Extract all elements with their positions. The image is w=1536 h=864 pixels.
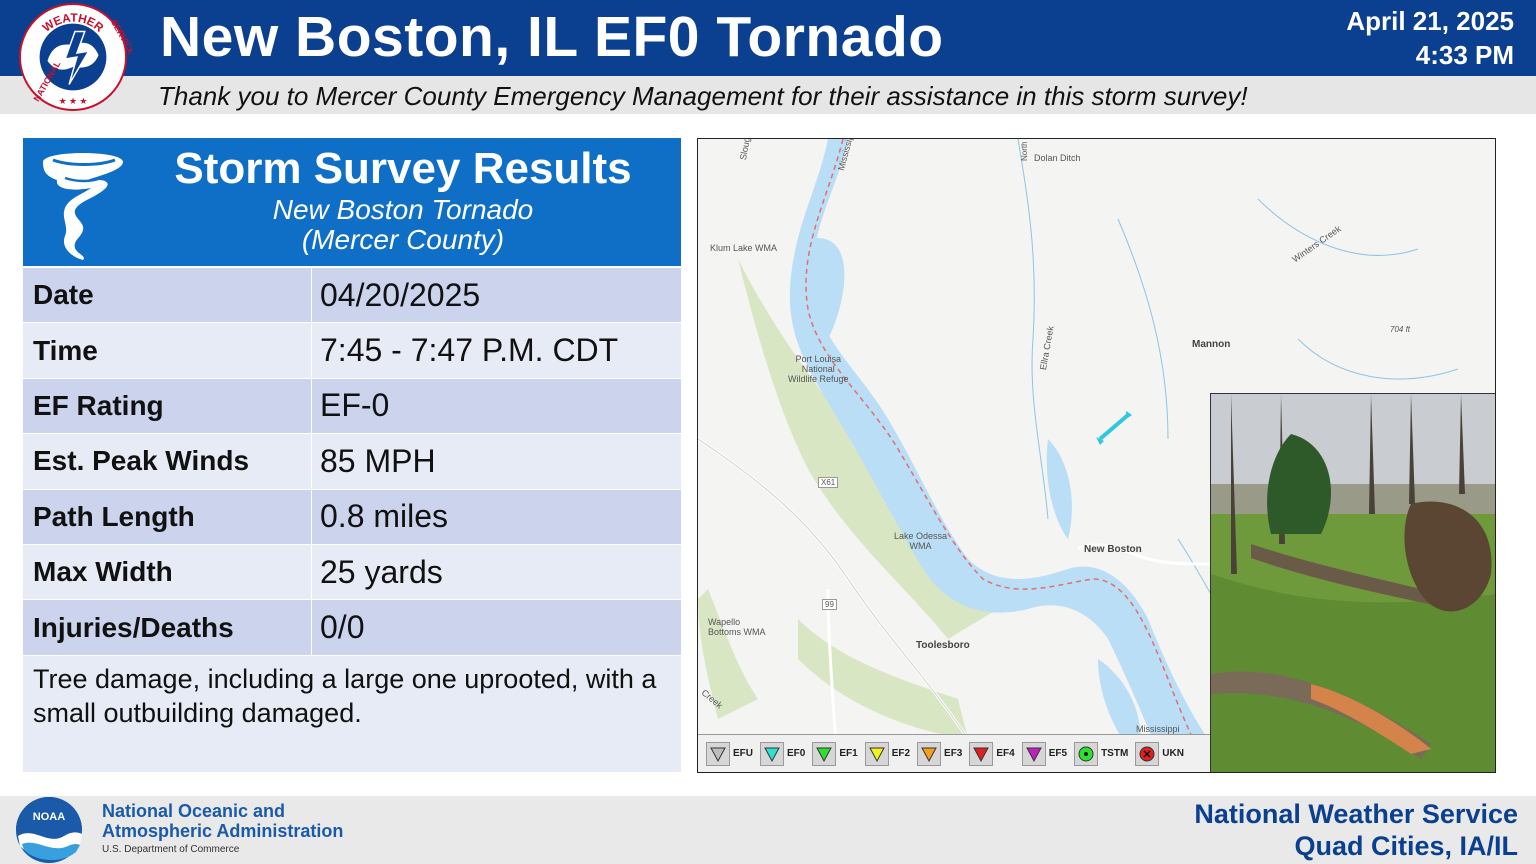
table-row: Max Width 25 yards [23,544,681,601]
row-value: 0.8 miles [320,498,449,535]
nws-office: National Weather Service Quad Cities, IA… [1194,798,1518,862]
row-value: EF-0 [320,387,390,424]
page-title: New Boston, IL EF0 Tornado [160,5,944,69]
nws-logo: WEATHER NATIONAL SERVICE ★ ★ ★ [18,2,132,112]
thanks-text: Thank you to Mercer County Emergency Man… [158,81,1248,111]
legend-label: UKN [1162,748,1184,759]
survey-panel: Storm Survey Results New Boston Tornado … [23,138,681,772]
legend-label: EF0 [787,748,806,759]
survey-table: Date 04/20/2025 Time 7:45 - 7:47 P.M. CD… [23,268,681,656]
map-label-line: National [801,364,835,374]
map-label-hwy99: 99 [822,599,837,610]
table-row: Path Length 0.8 miles [23,489,681,545]
row-key: Max Width [23,544,312,600]
legend-label: EF5 [1048,748,1068,759]
noaa-department: U.S. Department of Commerce [102,844,240,855]
row-key: Path Length [23,489,312,544]
legend-label: EF3 [944,748,963,759]
table-row: Est. Peak Winds 85 MPH [23,434,681,490]
row-value: 85 MPH [320,442,436,479]
legend-item: TSTM [1074,741,1129,766]
map-label-dolan-ditch: Dolan Ditch [1034,153,1081,163]
map-label-x61: X61 [818,477,839,488]
noaa-name-line2: Atmospheric Administration [102,821,344,841]
map-label-line: Wildlife Refuge [788,374,849,384]
map-label-line: Bottoms WMA [708,627,766,637]
row-value: 25 yards [320,553,443,590]
legend-label: EF2 [891,748,911,759]
map-label-klum-lake: Klum Lake WMA [710,243,778,253]
noaa-name-line1: National Oceanic and [102,801,286,821]
noaa-logo-text: NOAA [33,811,65,823]
table-row: Injuries/Deaths 0/0 [23,600,681,656]
row-key: EF Rating [23,378,312,434]
legend-item: EF1 [812,741,858,766]
map-label-lake-odessa: Lake Odessa WMA [894,531,947,551]
svg-text:★ ★ ★: ★ ★ ★ [59,96,88,106]
damage-photo-image [1211,394,1495,772]
legend-ukn-icon [1135,741,1160,766]
legend-tstm-icon [1074,741,1099,766]
map-label-port-louisa: Port Louisa National Wildlife Refuge [788,354,849,384]
footer-bar [0,796,1536,864]
map-legend: EFU EF0 EF1 EF2 EF3 EF4 [698,734,1210,772]
nws-office-line1: National Weather Service [1194,799,1518,829]
table-row: Date 04/20/2025 [23,268,681,324]
legend-label: TSTM [1101,748,1129,759]
survey-subtitle: New Boston Tornado [272,194,534,225]
legend-label: EF4 [996,748,1015,759]
map-label-line: Wapello [708,617,741,627]
legend-item: UKN [1135,741,1184,766]
legend-ef0-icon [760,741,784,766]
map-label-wapello: Wapello Bottoms WMA [708,617,766,637]
map-label-line: Port Louisa [795,354,842,364]
legend-item: EFU [706,741,753,766]
noaa-logo: NOAA [16,797,82,863]
row-value: 7:45 - 7:47 P.M. CDT [320,332,619,369]
legend-item: EF3 [917,741,963,766]
legend-efu-icon [706,741,730,766]
legend-item: EF0 [760,741,806,766]
map-label-line: WMA [909,541,932,551]
damage-photo[interactable] [1210,393,1495,772]
row-key: Time [23,323,312,378]
survey-map[interactable]: Dolan Ditch Klum Lake WMA Port Louisa Na… [697,138,1496,773]
map-label-line: Lake Odessa [894,531,948,541]
row-key: Date [23,268,312,323]
legend-item: EF5 [1021,741,1068,766]
row-key: Est. Peak Winds [23,434,312,489]
map-label-elevation: 704 ft [1390,325,1411,334]
row-key: Injuries/Deaths [23,600,312,655]
legend-item: EF4 [969,741,1015,766]
table-row: Time 7:45 - 7:47 P.M. CDT [23,323,681,379]
map-label-north: North [1020,141,1029,161]
legend-ef4-icon [969,741,994,766]
legend-ef3-icon [917,741,942,766]
survey-panel-header: Storm Survey Results New Boston Tornado … [23,138,681,266]
issue-datetime: April 21, 2025 4:33 PM [1346,4,1514,72]
row-value: 0/0 [320,609,365,646]
table-row: EF Rating EF-0 [23,378,681,435]
nws-office-line2: Quad Cities, IA/IL [1294,831,1518,861]
issue-time: 4:33 PM [1415,40,1514,70]
legend-ef5-icon [1021,741,1046,766]
map-label-new-boston: New Boston [1084,544,1142,555]
legend-label: EF1 [839,748,858,759]
legend-item: EF2 [864,741,911,766]
row-value: 04/20/2025 [320,276,481,313]
map-label-toolesboro: Toolesboro [916,640,970,651]
legend-ef2-icon [864,741,889,766]
legend-label: EFU [733,748,753,759]
survey-title: Storm Survey Results [174,144,632,193]
issue-date: April 21, 2025 [1346,6,1514,36]
legend-ef1-icon [812,741,837,766]
map-label-mannon: Mannon [1192,339,1231,350]
map-label-mississippi-bottom: Mississippi [1136,724,1180,734]
damage-description: Tree damage, including a large one uproo… [23,656,681,772]
thanks-bar [0,76,1536,114]
tornado-icon [43,153,123,260]
header-bar [0,0,1536,76]
survey-county: (Mercer County) [301,224,505,255]
